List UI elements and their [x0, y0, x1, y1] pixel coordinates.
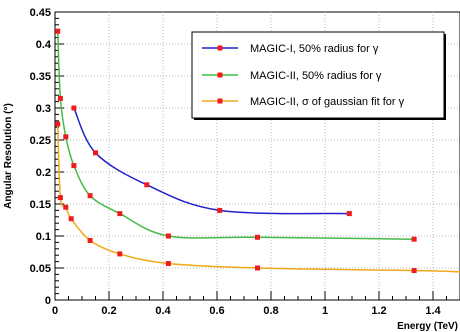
x-tick-label: 0.4 — [155, 305, 171, 317]
legend: MAGIC-I, 50% radius for γ MAGIC-II, 50% r… — [191, 31, 446, 120]
y-tick-label: 0.05 — [30, 263, 51, 275]
y-tick-label: 0.25 — [30, 135, 51, 147]
data-point — [346, 211, 352, 217]
data-point — [165, 233, 171, 239]
legend-swatch-marker — [217, 98, 223, 104]
x-tick-label: 1.2 — [371, 305, 386, 317]
data-point — [71, 163, 77, 169]
data-point — [165, 261, 171, 267]
data-point — [57, 195, 63, 201]
x-tick-label: 0.6 — [209, 305, 224, 317]
legend-entry: MAGIC-II, 50% radius for γ — [202, 70, 382, 82]
series-line — [56, 123, 460, 273]
data-point — [68, 216, 74, 222]
data-point — [255, 265, 260, 271]
data-point — [71, 105, 77, 111]
data-point — [55, 121, 61, 127]
legend-entries: MAGIC-I, 50% radius for γ MAGIC-II, 50% r… — [202, 43, 405, 108]
y-tick-label: 0 — [45, 295, 51, 307]
legend-shadow — [444, 34, 446, 120]
data-point — [411, 268, 417, 274]
data-point — [87, 193, 93, 199]
x-tick-label: 0.2 — [101, 305, 116, 317]
data-point — [255, 234, 260, 240]
series-3 — [55, 121, 460, 274]
data-point — [87, 237, 93, 243]
data-point — [144, 182, 150, 188]
legend-label: MAGIC-II, 50% radius for γ — [250, 70, 382, 82]
series-1 — [71, 105, 352, 217]
legend-entry: MAGIC-II, σ of gaussian fit for γ — [202, 96, 405, 108]
axis-ticks — [54, 11, 460, 301]
legend-entry: MAGIC-I, 50% radius for γ — [202, 43, 379, 55]
data-point — [117, 211, 123, 217]
x-tick-label: 0.8 — [263, 305, 278, 317]
y-tick-label: 0.1 — [36, 231, 51, 243]
legend-shadow-bottom — [194, 118, 446, 120]
data-point — [411, 236, 417, 242]
y-axis-title: Angular Resolution (°) — [3, 103, 14, 209]
series-2 — [55, 28, 417, 242]
data-point — [93, 150, 98, 156]
y-tick-label: 0.3 — [36, 103, 51, 115]
x-axis-title: Energy (TeV) — [397, 321, 458, 332]
y-tick-label: 0.35 — [30, 71, 51, 83]
y-tick-label: 0.45 — [30, 7, 51, 19]
legend-swatch-marker — [217, 72, 223, 78]
data-point — [55, 28, 61, 34]
series-layer — [55, 28, 460, 274]
data-point — [217, 207, 223, 213]
y-tick-label: 0.15 — [30, 199, 51, 211]
legend-label: MAGIC-I, 50% radius for γ — [250, 43, 379, 55]
data-point — [57, 95, 63, 101]
data-point — [63, 204, 69, 210]
data-point — [117, 251, 123, 257]
data-point — [63, 134, 69, 140]
legend-label: MAGIC-II, σ of gaussian fit for γ — [250, 96, 405, 108]
x-tick-label: 1.4 — [425, 305, 441, 317]
y-tick-label: 0.4 — [36, 39, 52, 51]
tick-labels: 0 0.2 0.4 0.6 0.8 1 1.2 1.4 0 0.05 0.1 0.15 0.2 0.25 0… — [30, 7, 442, 317]
x-tick-label: 0 — [52, 305, 58, 317]
y-tick-label: 0.2 — [36, 167, 51, 179]
series-line — [73, 107, 350, 215]
x-tick-label: 1 — [322, 305, 328, 317]
legend-swatch-marker — [217, 45, 223, 51]
